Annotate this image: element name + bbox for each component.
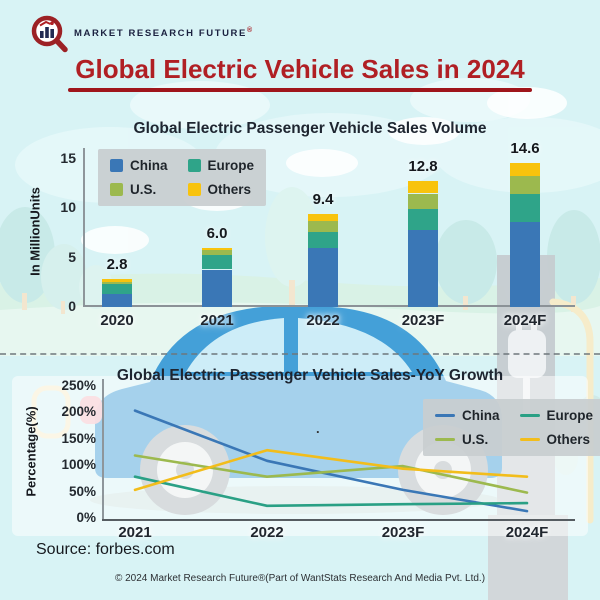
copyright-text: © 2024 Market Research Future®(Part of W… [114, 573, 486, 584]
legend-swatch-Europe [187, 159, 201, 172]
brand-text: MARKET RESEARCH FUTURE [74, 28, 247, 40]
cloud-shapes [15, 78, 600, 203]
bar-chart-title: Global Electric Passenger Vehicle Sales … [133, 120, 487, 137]
line-legend-item-U.S.: U.S. [435, 432, 500, 447]
legend-swatch-Others [187, 183, 201, 196]
charging-cable [549, 298, 594, 524]
bar-chart-yaxis-line [83, 148, 85, 307]
registered-mark: ® [246, 27, 254, 34]
line-legend-swatch-China [435, 414, 455, 417]
line-chart-title: Global Electric Passenger Vehicle Sales-… [116, 367, 504, 384]
line-legend-swatch-Others [519, 438, 540, 441]
line-series-U.S. [133, 454, 529, 494]
legend-item-U.S.: U.S. [110, 182, 168, 197]
section-divider-dashed [0, 353, 600, 355]
car-window-rear [186, 318, 284, 372]
page-title: Global Electric Vehicle Sales in 2024 [75, 54, 525, 84]
legend-item-China: China [110, 158, 168, 173]
line-legend-label-China: China [462, 408, 500, 423]
line-legend-item-China: China [435, 408, 500, 423]
line-legend-label-Others: Others [546, 432, 591, 447]
line-series-Others [133, 448, 529, 492]
line-legend-item-Others: Others [519, 432, 594, 447]
legend-label-Europe: Europe [207, 158, 255, 173]
bar-chart-legend: China Europe U.S. Others [98, 149, 267, 206]
legend-label-China: China [130, 158, 168, 173]
legend-item-Others: Others [187, 182, 255, 197]
line-legend-label-U.S.: U.S. [462, 432, 489, 447]
line-legend-label-Europe: Europe [546, 408, 594, 423]
legend-swatch-China [110, 159, 123, 172]
mrf-logo-icon [31, 15, 68, 53]
line-legend-item-Europe: Europe [519, 408, 594, 423]
line-legend-swatch-Europe [519, 414, 540, 417]
legend-swatch-U.S. [110, 183, 123, 196]
line-series-China [133, 409, 529, 513]
legend-label-Others: Others [207, 182, 252, 197]
car-window-front [298, 318, 412, 372]
title-underline [68, 88, 532, 92]
line-chart-legend: China Europe U.S. Others [423, 399, 600, 456]
line-chart-baseline [102, 519, 575, 521]
legend-item-Europe: Europe [187, 158, 255, 173]
line-series-Europe [133, 475, 529, 508]
source-text: Source: forbes.com [36, 541, 175, 558]
stray-dot-annotation: . [316, 421, 320, 436]
line-legend-swatch-U.S. [435, 438, 455, 441]
legend-label-U.S.: U.S. [130, 182, 157, 197]
line-chart-yaxis-line [102, 379, 104, 520]
brand-name: MARKET RESEARCH FUTURE® [74, 27, 254, 39]
